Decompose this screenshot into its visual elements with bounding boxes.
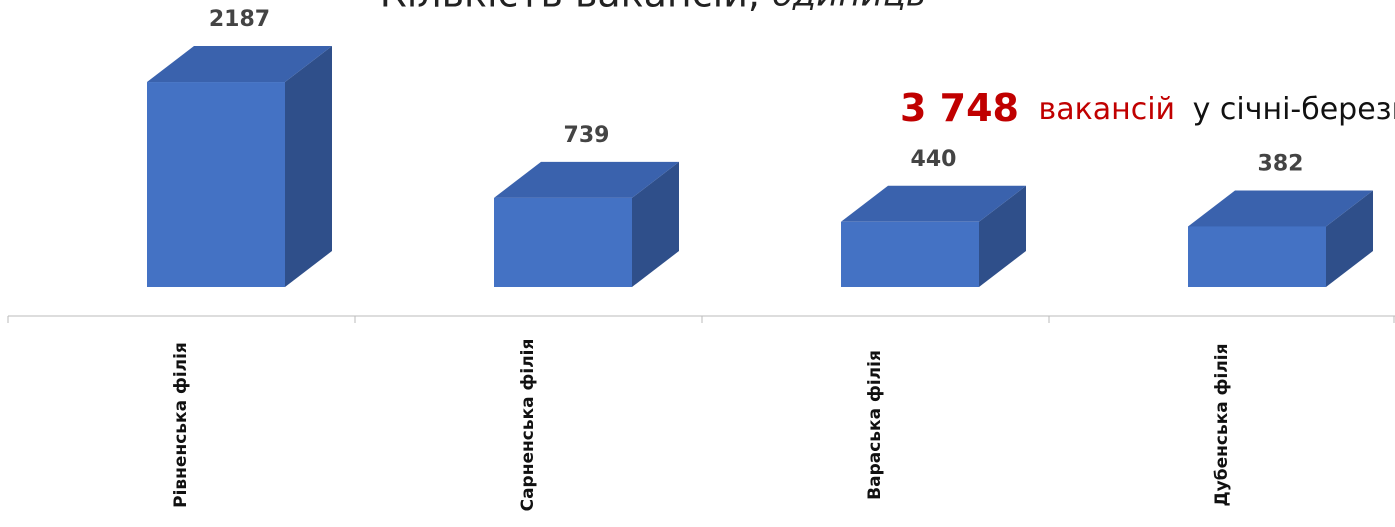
bar-side bbox=[1326, 190, 1373, 287]
value-label: 739 bbox=[564, 123, 610, 148]
chart-title: Кількість вакансій, bbox=[380, 0, 760, 16]
x-tick-label: Рівненська філія bbox=[171, 342, 191, 508]
bar bbox=[494, 197, 632, 287]
bar-top bbox=[494, 161, 679, 198]
bar bbox=[147, 82, 285, 287]
annotation: 3 748 вакансій у січні-березн bbox=[900, 86, 1395, 130]
bar-side bbox=[632, 161, 679, 287]
annotation-word: вакансій bbox=[1039, 92, 1176, 127]
bar-top bbox=[841, 185, 1026, 222]
x-tick-label: Дубенська філія bbox=[1212, 343, 1232, 506]
x-tick-label: Сарненська філія bbox=[518, 339, 538, 512]
bar-side bbox=[285, 46, 332, 287]
bar-top bbox=[1188, 190, 1373, 227]
bar bbox=[841, 221, 979, 287]
annotation-number: 3 748 bbox=[900, 86, 1019, 130]
x-tick-label: Вараська філія bbox=[865, 350, 885, 500]
value-label: 382 bbox=[1258, 151, 1304, 176]
chart-subtitle: одиниць bbox=[772, 0, 926, 15]
bar-side bbox=[979, 185, 1026, 287]
value-label: 2187 bbox=[209, 7, 270, 32]
annotation-rest: у січні-березн bbox=[1193, 92, 1395, 127]
bar bbox=[1188, 226, 1326, 287]
bar-top bbox=[147, 46, 332, 83]
value-label: 440 bbox=[911, 147, 957, 172]
